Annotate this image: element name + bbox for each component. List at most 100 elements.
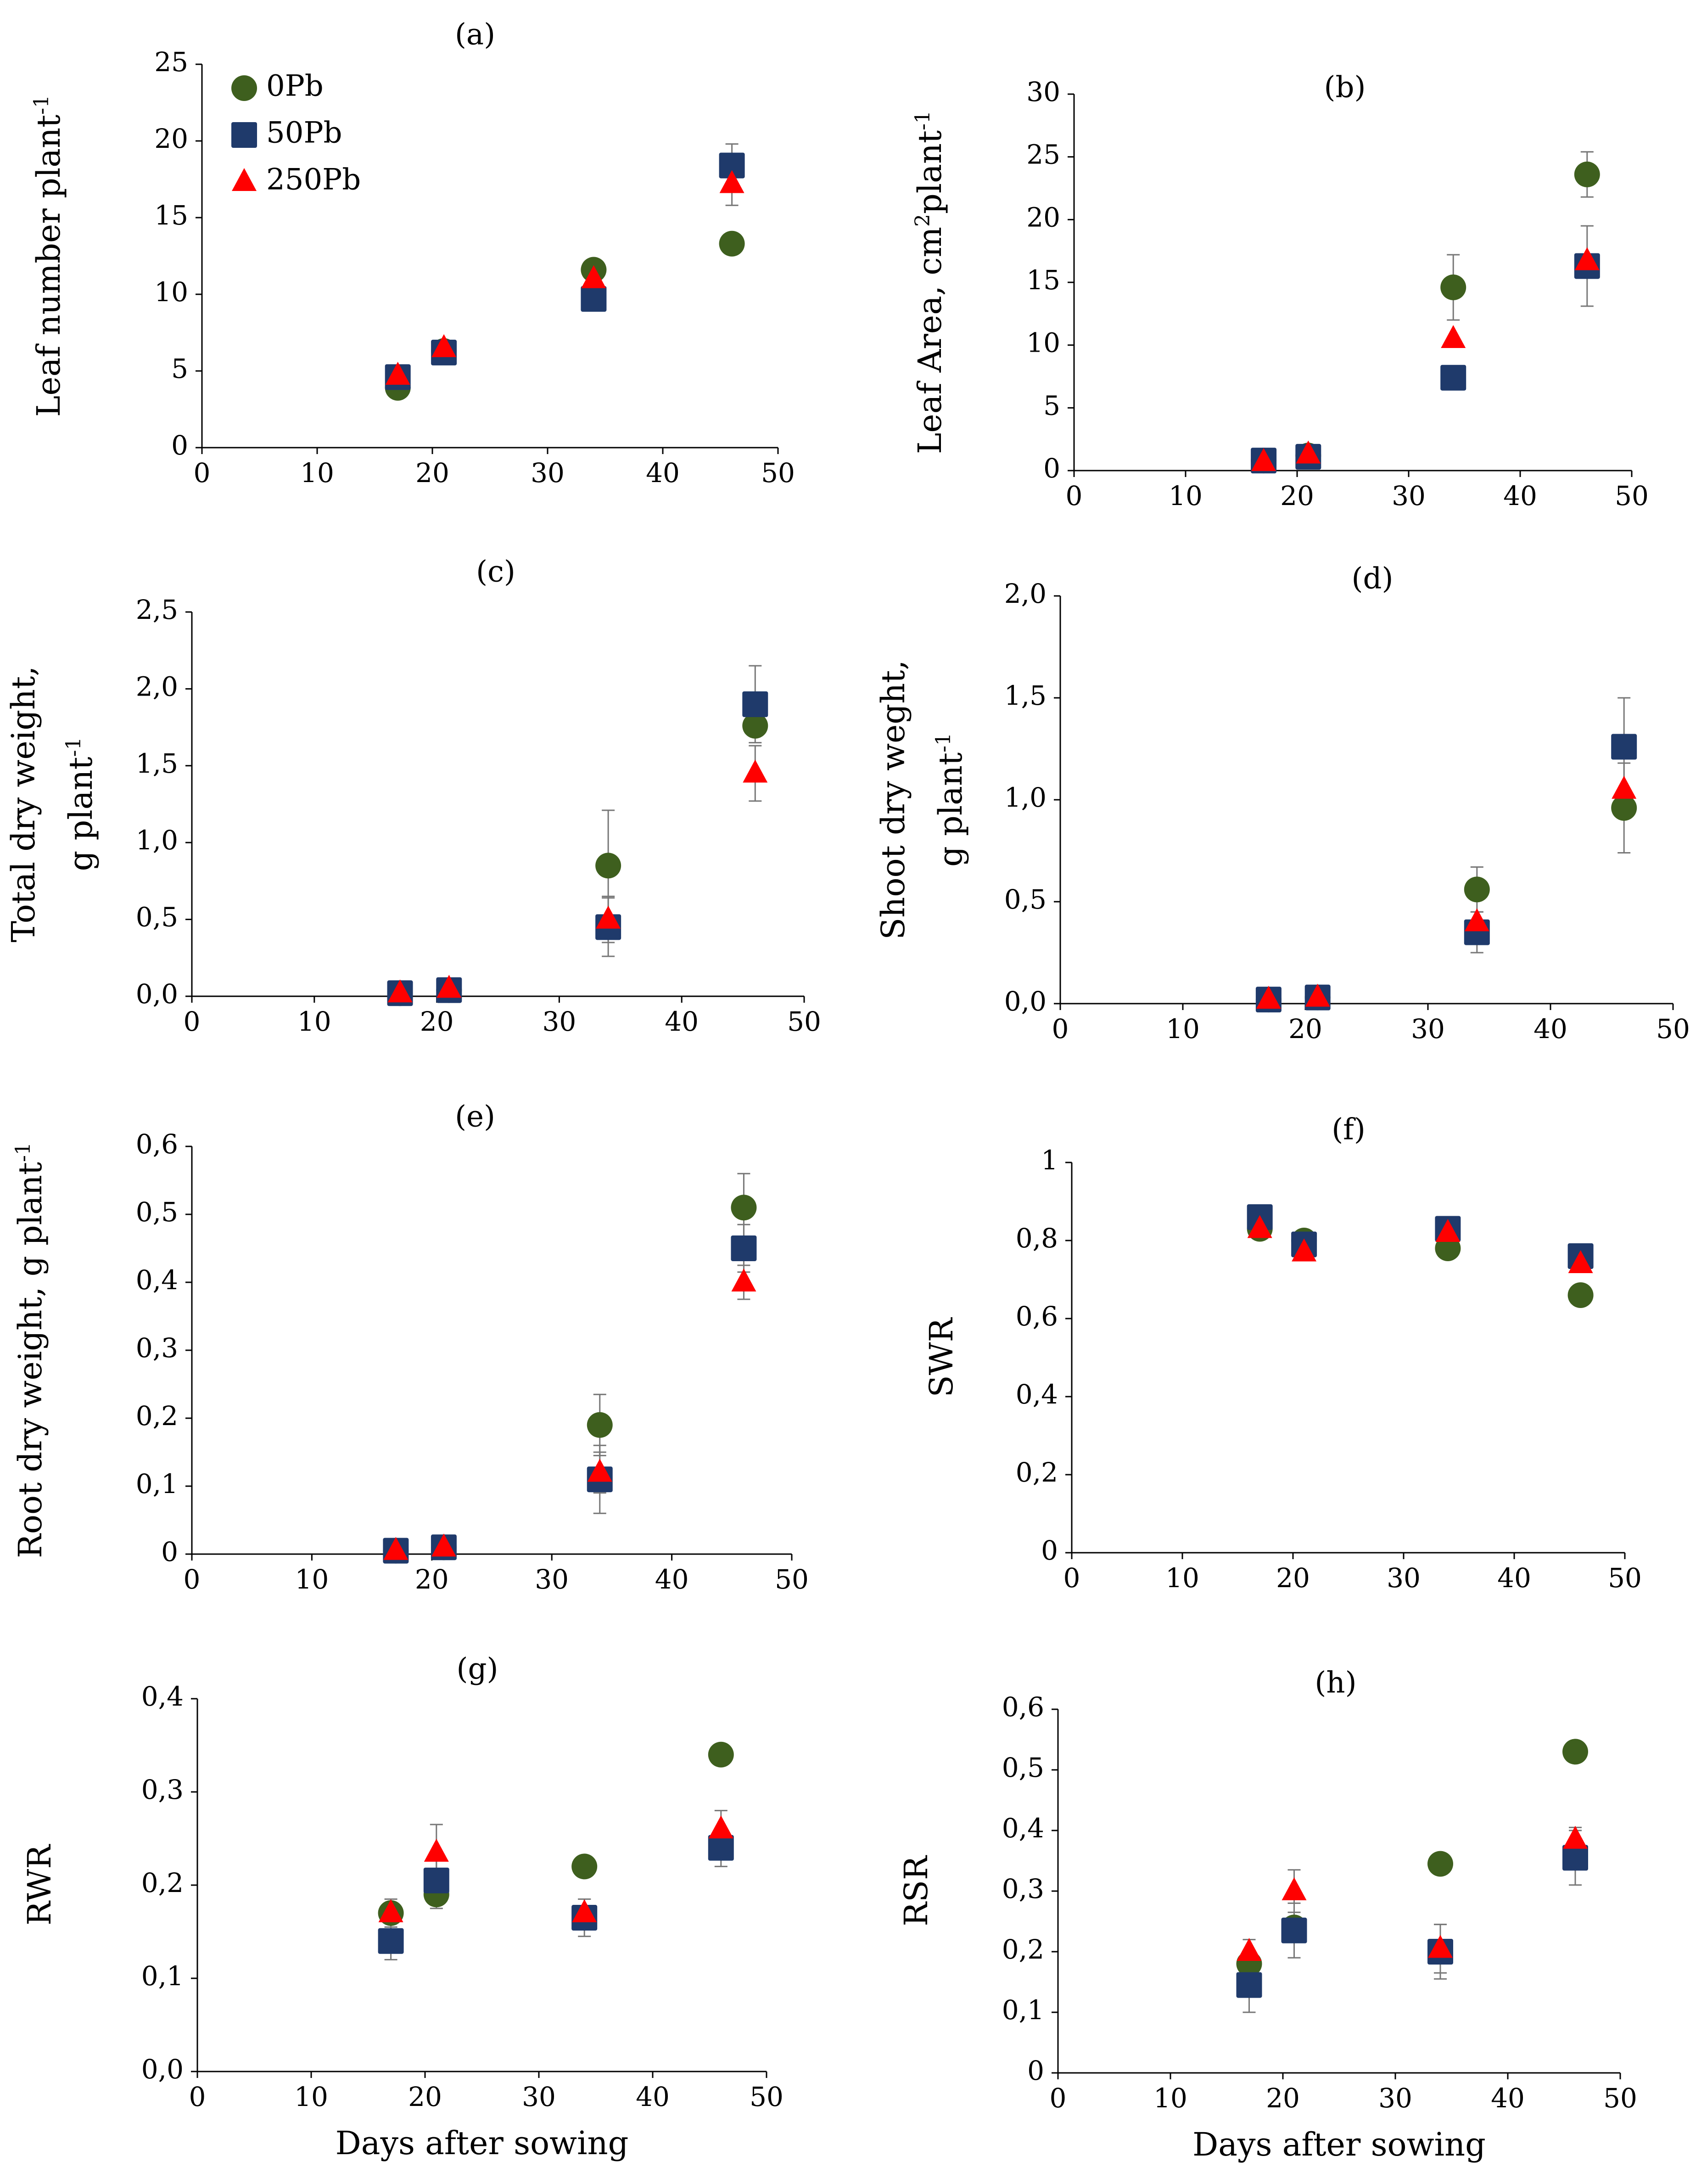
x-tick-label: 40 <box>1491 2083 1525 2114</box>
data-point-250Pb <box>1464 908 1489 932</box>
y-tick-label: 0,6 <box>1016 1301 1058 1332</box>
x-tick-label: 50 <box>775 1564 809 1595</box>
y-tick-label: 0,2 <box>136 1400 178 1432</box>
y-tick-label: 1,5 <box>1004 680 1047 711</box>
y-axis-label: SWR <box>923 1317 960 1397</box>
y-tick-label: 0,4 <box>1016 1379 1058 1410</box>
x-tick-label: 10 <box>295 1564 329 1595</box>
data-point-250Pb <box>1563 1825 1588 1849</box>
data-point-250Pb <box>385 362 410 385</box>
data-point-250Pb <box>424 1838 449 1862</box>
x-tick-label: 0 <box>189 2081 206 2112</box>
x-tick-label: 20 <box>1266 2083 1300 2114</box>
y-tick-label: 25 <box>1026 139 1060 170</box>
panel-label-h: (h) <box>1315 1666 1356 1700</box>
x-tick-label: 20 <box>415 457 449 488</box>
y-axis-label: Shoot dry weght, <box>874 660 912 939</box>
data-point-250Pb <box>437 975 462 998</box>
data-point-250Pb <box>1305 983 1330 1007</box>
y-tick-label: 0,1 <box>141 1960 184 1992</box>
y-tick-label: 25 <box>154 46 188 78</box>
y-tick-label: 0,6 <box>136 1128 178 1160</box>
y-tick-label: 0,5 <box>136 902 178 933</box>
y-tick-label: 0 <box>1027 2055 1044 2086</box>
y-axis-label: RSR <box>897 1855 935 1926</box>
panel-label-d: (d) <box>1352 562 1394 596</box>
legend-label-0Pb: 0Pb <box>266 69 324 103</box>
x-tick-label: 30 <box>1392 480 1426 511</box>
y-tick-label: 0,2 <box>1002 1934 1044 1965</box>
panel-h: (h) 0 0,1 0,2 0,3 0,4 0,5 0,6 0 10 20 30 40 50 RSR Days… <box>897 1666 1637 2164</box>
panel-label-c: (c) <box>476 555 515 589</box>
data-point-0Pb <box>731 1195 757 1221</box>
data-point-250Pb <box>581 265 606 288</box>
panel-e: (e) 0 0,1 0,2 0,3 0,4 0,5 0,6 0 10 20 30 40 50 Root dr… <box>11 1100 809 1595</box>
y-axis-label: RWR <box>21 1844 58 1926</box>
y-tick-label: 1,0 <box>136 825 178 856</box>
x-tick-label: 30 <box>1387 1562 1421 1594</box>
y-tick-label: 0,0 <box>1004 986 1047 1017</box>
panel-b: (b) 0 5 10 15 20 25 30 0 10 20 30 40 50 Leaf Area, cm2… <box>911 71 1649 512</box>
x-tick-label: 50 <box>761 457 795 488</box>
data-point-50Pb <box>742 691 768 717</box>
y-tick-label: 0 <box>1041 1535 1058 1566</box>
y-tick-label: 20 <box>154 123 188 154</box>
y-tick-label: 0,6 <box>1002 1691 1044 1723</box>
x-tick-label: 40 <box>636 2081 670 2112</box>
x-tick-label: 50 <box>1603 2083 1637 2114</box>
data-point-0Pb <box>571 1853 598 1880</box>
data-point-250Pb <box>387 979 413 1003</box>
data-point-250Pb <box>431 1533 456 1557</box>
data-point-50Pb <box>1440 365 1466 391</box>
y-tick-label: 0,3 <box>136 1332 178 1364</box>
y-tick-label: 0,5 <box>1002 1752 1044 1783</box>
x-tick-label: 10 <box>1153 2083 1187 2114</box>
data-point-0Pb <box>595 853 621 879</box>
y-axis-label: g plant-1 <box>62 737 100 871</box>
x-axis-label: Days after sowing <box>336 2124 629 2162</box>
y-tick-label: 0 <box>171 430 188 461</box>
data-point-250Pb <box>1574 247 1600 270</box>
data-point-0Pb <box>1611 795 1637 821</box>
x-tick-label: 0 <box>1052 1013 1069 1044</box>
data-point-250Pb <box>431 334 457 357</box>
data-point-50Pb <box>731 1235 757 1261</box>
x-tick-label: 20 <box>1276 1562 1310 1594</box>
y-axis-label: Total dry weight, <box>5 666 42 943</box>
x-tick-label: 40 <box>1497 1562 1531 1594</box>
data-point-0Pb <box>708 1741 734 1768</box>
x-tick-label: 40 <box>646 457 680 488</box>
legend-marker-50Pb <box>231 122 257 148</box>
x-tick-label: 10 <box>300 457 334 488</box>
y-tick-label: 15 <box>1026 264 1060 296</box>
y-tick-label: 0,2 <box>1016 1457 1058 1488</box>
data-point-250Pb <box>1292 1238 1317 1262</box>
x-tick-label: 20 <box>1280 480 1314 511</box>
data-point-250Pb <box>596 905 621 929</box>
x-tick-label: 20 <box>420 1006 454 1037</box>
y-tick-label: 0,3 <box>141 1774 184 1805</box>
panel-g: (g) 0,0 0,1 0,2 0,3 0,4 0 10 20 30 40 50 RWR Days aft… <box>21 1652 784 2162</box>
panel-c: (c) 0,0 0,5 1,0 1,5 2,0 2,5 0 10 20 30 40 50 Total dr… <box>5 555 821 1038</box>
y-tick-label: 0,4 <box>136 1264 178 1296</box>
data-point-250Pb <box>743 759 768 783</box>
data-point-50Pb <box>581 286 607 312</box>
panel-label-g: (g) <box>457 1652 498 1686</box>
x-tick-label: 0 <box>184 1006 201 1037</box>
data-point-50Pb <box>378 1928 404 1954</box>
data-point-250Pb <box>587 1459 612 1482</box>
panel-label-a: (a) <box>455 18 495 52</box>
y-axis-label: g plant-1 <box>932 733 970 867</box>
x-tick-label: 50 <box>1608 1562 1642 1594</box>
x-tick-label: 30 <box>522 2081 556 2112</box>
x-tick-label: 10 <box>1165 1562 1199 1594</box>
y-tick-label: 0,0 <box>141 2054 184 2085</box>
y-tick-label: 30 <box>1026 76 1060 107</box>
y-tick-label: 0,0 <box>136 978 178 1010</box>
data-point-0Pb <box>1574 161 1600 187</box>
data-point-50Pb <box>1562 1845 1588 1871</box>
data-point-250Pb <box>1441 325 1466 348</box>
y-tick-label: 0,1 <box>136 1468 178 1499</box>
y-tick-label: 0,1 <box>1002 1994 1044 2026</box>
